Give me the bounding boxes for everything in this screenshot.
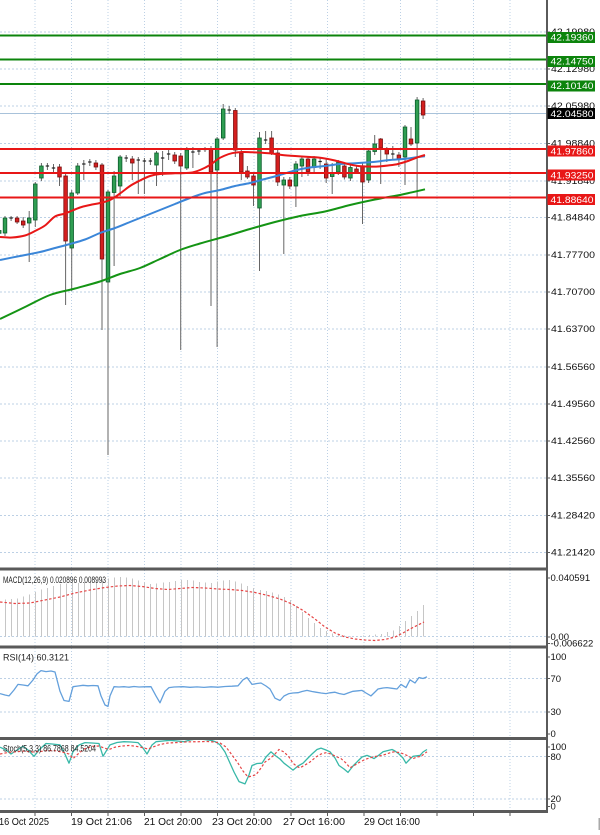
svg-text:41.63700: 41.63700	[551, 324, 595, 335]
svg-text:41.88640: 41.88640	[551, 195, 594, 206]
svg-text:70: 70	[551, 674, 562, 685]
svg-text:41.49560: 41.49560	[551, 399, 595, 410]
svg-text:41.77700: 41.77700	[551, 250, 595, 261]
svg-text:42.10140: 42.10140	[551, 81, 594, 92]
svg-text:MACD(12,26,9) 0.020896 0.00899: MACD(12,26,9) 0.020896 0.008993	[3, 575, 106, 585]
svg-text:21 Oct 20:00: 21 Oct 20:00	[144, 817, 202, 828]
svg-text:29 Oct 16:00: 29 Oct 16:00	[364, 817, 420, 828]
svg-text:41.97860: 41.97860	[551, 146, 594, 157]
svg-text:19 Oct 21:06: 19 Oct 21:06	[71, 817, 132, 828]
svg-text:100: 100	[551, 652, 567, 663]
svg-text:42.14750: 42.14750	[551, 57, 594, 68]
svg-text:16 Oct 2025: 16 Oct 2025	[0, 817, 49, 828]
svg-text:41.84840: 41.84840	[551, 213, 595, 224]
svg-text:27 Oct 16:00: 27 Oct 16:00	[283, 817, 345, 828]
svg-text:41.93250: 41.93250	[551, 170, 594, 181]
svg-text:41.70700: 41.70700	[551, 287, 595, 298]
svg-text:23 Oct 20:00: 23 Oct 20:00	[212, 817, 272, 828]
svg-text:41.28420: 41.28420	[551, 511, 595, 522]
svg-text:80: 80	[551, 752, 562, 763]
svg-text:41.42560: 41.42560	[551, 436, 595, 447]
svg-text:-0.006622: -0.006622	[551, 639, 594, 650]
svg-text:30: 30	[551, 707, 562, 718]
svg-text:41.21420: 41.21420	[551, 548, 595, 559]
svg-text:RSI(14) 60.3121: RSI(14) 60.3121	[3, 653, 69, 663]
svg-text:0: 0	[551, 802, 556, 813]
svg-text:Stoch(5,3,3) 86.7868 84.5204: Stoch(5,3,3) 86.7868 84.5204	[3, 744, 96, 754]
svg-text:41.56560: 41.56560	[551, 362, 595, 373]
svg-text:42.04580: 42.04580	[551, 109, 594, 120]
svg-text:41.35560: 41.35560	[551, 473, 595, 484]
svg-text:0: 0	[551, 729, 556, 740]
svg-text:42.19360: 42.19360	[551, 33, 594, 44]
svg-text:0.040591: 0.040591	[551, 573, 591, 584]
